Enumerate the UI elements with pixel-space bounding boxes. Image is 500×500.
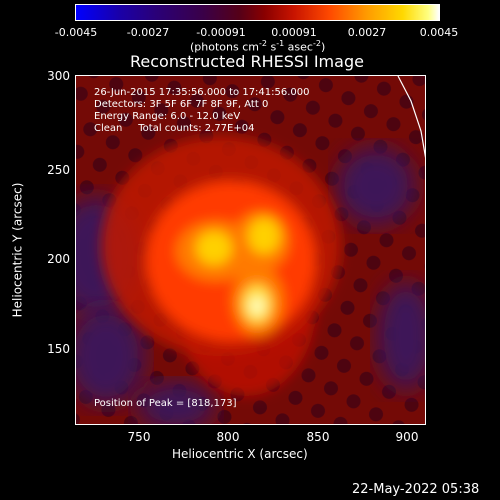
- colorbar-unit: (photons cm-2 s-1 asec-2): [190, 39, 326, 54]
- info-peak-position: Position of Peak = [818,173]: [94, 398, 237, 409]
- x-tick-label: 850: [306, 430, 330, 444]
- y-tick-label: 250: [47, 163, 70, 177]
- date-stamp: 22-May-2022 05:38: [352, 482, 480, 497]
- colorbar-tick: 0.0027: [347, 26, 387, 39]
- y-tick-label: 150: [47, 342, 70, 356]
- x-tick-label: 750: [127, 430, 151, 444]
- x-axis-label: Heliocentric X (arcsec): [172, 447, 308, 461]
- info-time-range: 26-Jun-2015 17:35:56.000 to 17:41:56.000: [94, 87, 310, 98]
- info-energy-range: Energy Range: 6.0 - 12.0 keV: [94, 111, 241, 122]
- y-tick-label: 200: [47, 252, 70, 266]
- rhessi-image-svg: [76, 76, 425, 424]
- rhessi-image: [75, 75, 426, 425]
- x-tick-label: 800: [216, 430, 240, 444]
- info-detectors: Detectors: 3F 5F 6F 7F 8F 9F, Att 0: [94, 99, 269, 110]
- colorbar-tick: -0.0027: [126, 26, 170, 39]
- y-axis-label: Heliocentric Y (arcsec): [10, 182, 25, 318]
- info-clean-counts: Clean Total counts: 2.77E+04: [94, 123, 255, 134]
- colorbar-tick: 0.0045: [419, 26, 459, 39]
- x-tick-label: 900: [395, 430, 419, 444]
- colorbar: [75, 4, 440, 21]
- colorbar-tick: 0.00091: [271, 26, 317, 39]
- colorbar-tick: -0.00091: [196, 26, 246, 39]
- colorbar-tick: -0.0045: [54, 26, 98, 39]
- plot-title: Reconstructed RHESSI Image: [130, 52, 364, 71]
- y-tick-label: 300: [47, 69, 70, 83]
